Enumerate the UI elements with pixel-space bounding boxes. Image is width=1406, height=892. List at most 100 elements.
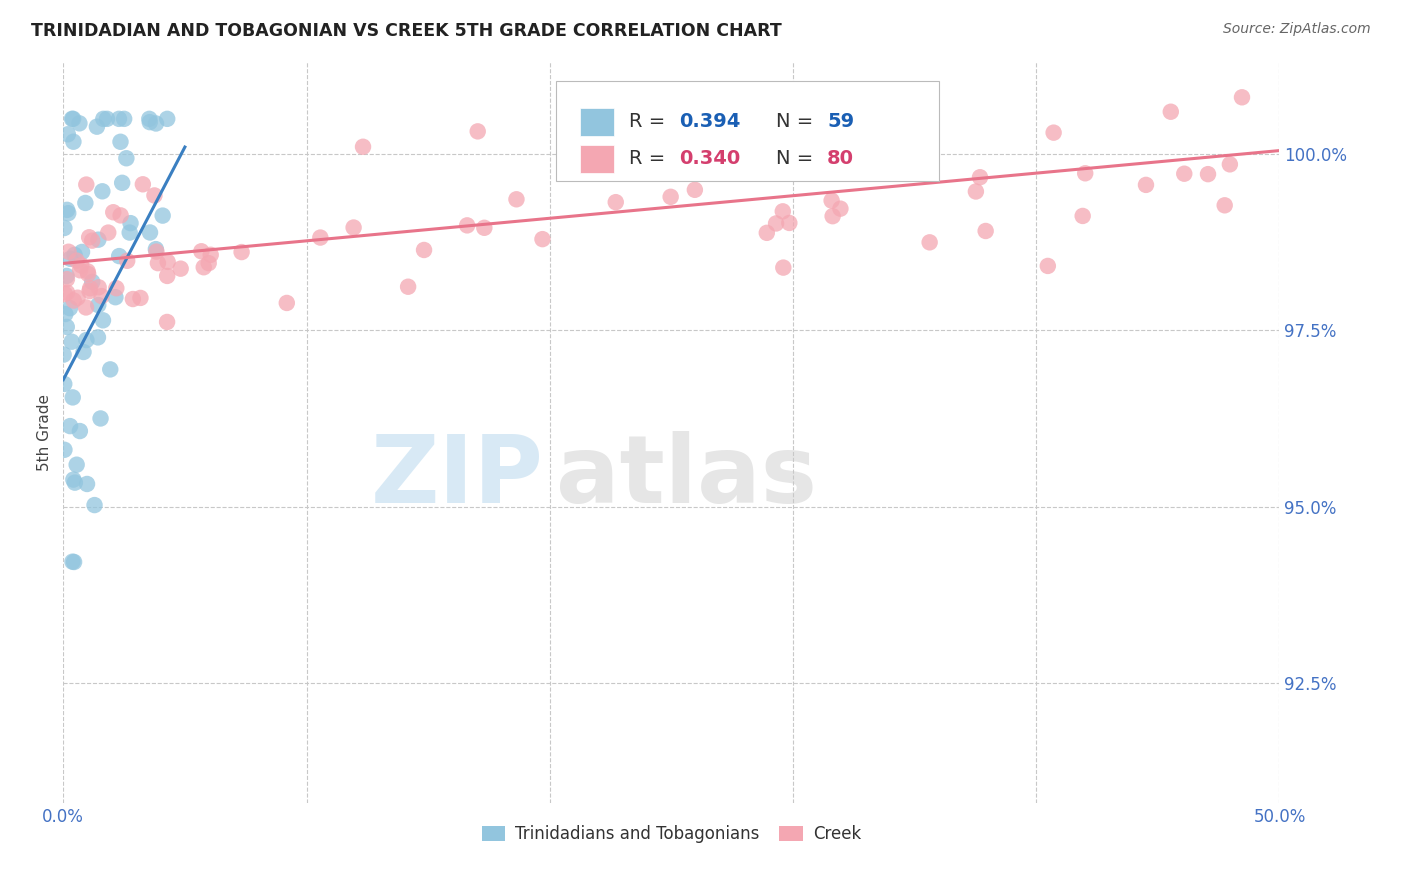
Point [309, 230, 332, 244]
Point [132, 178, 155, 192]
Point [70, 244, 93, 259]
Point [472, 220, 495, 235]
Point [139, 115, 162, 129]
Point [82, 234, 104, 248]
Point [59, 419, 82, 434]
Point [505, 192, 527, 206]
Point [56, 202, 79, 217]
Point [115, 151, 138, 165]
Point [79, 281, 101, 295]
Point [53, 307, 76, 321]
Point [105, 281, 128, 295]
Text: ZIP: ZIP [371, 431, 544, 523]
Point [820, 194, 842, 208]
Point [62, 555, 84, 569]
Point [396, 279, 419, 293]
Point [93, 112, 115, 126]
Point [110, 208, 132, 222]
Point [56, 285, 79, 300]
Point [456, 219, 478, 233]
Point [342, 220, 364, 235]
Text: R =: R = [628, 149, 671, 169]
Point [53, 221, 76, 235]
Point [53, 442, 76, 457]
Point [749, 137, 772, 152]
Point [772, 260, 794, 275]
Point [58, 244, 80, 259]
Legend: Trinidadians and Tobagonians, Creek: Trinidadians and Tobagonians, Creek [475, 819, 868, 850]
Point [58, 206, 80, 220]
Text: 0.394: 0.394 [679, 112, 740, 131]
Point [60, 334, 83, 349]
Point [59, 301, 82, 315]
Point [352, 140, 374, 154]
Point [67, 116, 90, 130]
Point [659, 190, 682, 204]
Point [605, 195, 627, 210]
Point [190, 244, 212, 259]
Point [75, 301, 97, 315]
Text: TRINIDADIAN AND TOBAGONIAN VS CREEK 5TH GRADE CORRELATION CHART: TRINIDADIAN AND TOBAGONIAN VS CREEK 5TH … [31, 22, 782, 40]
Point [1074, 166, 1097, 180]
Point [79, 284, 101, 298]
Point [62, 293, 84, 308]
Point [77, 267, 100, 281]
Bar [581, 145, 614, 173]
Point [76, 264, 98, 278]
Point [145, 242, 167, 256]
Point [146, 256, 169, 270]
Point [120, 216, 142, 230]
Point [765, 217, 787, 231]
Text: N =: N = [776, 149, 820, 169]
Point [1173, 167, 1195, 181]
Point [53, 376, 76, 391]
Point [112, 112, 135, 126]
Bar [581, 108, 614, 136]
Point [830, 202, 852, 216]
Point [55, 319, 77, 334]
Point [56, 272, 79, 286]
Point [90, 289, 112, 303]
Point [1071, 209, 1094, 223]
Point [156, 255, 179, 269]
Point [75, 333, 97, 347]
Point [683, 183, 706, 197]
Point [72, 345, 94, 359]
Point [62, 391, 84, 405]
Text: R =: R = [628, 112, 671, 131]
Point [86, 120, 108, 134]
Point [974, 224, 997, 238]
Point [62, 473, 84, 487]
Y-axis label: 5th Grade: 5th Grade [37, 394, 52, 471]
Point [821, 209, 844, 223]
Point [139, 226, 162, 240]
Point [87, 330, 110, 344]
Point [231, 245, 253, 260]
Point [122, 292, 145, 306]
Point [761, 120, 783, 135]
Point [97, 226, 120, 240]
Point [129, 291, 152, 305]
Point [69, 263, 91, 277]
Point [83, 498, 105, 512]
Point [62, 112, 84, 126]
Point [145, 116, 167, 130]
Text: 59: 59 [827, 112, 855, 131]
Point [87, 298, 110, 312]
Point [66, 291, 89, 305]
Point [965, 185, 987, 199]
Point [91, 313, 114, 327]
Point [104, 290, 127, 304]
Point [87, 280, 110, 294]
Point [103, 205, 125, 219]
Point [108, 112, 131, 126]
Point [156, 315, 179, 329]
Text: atlas: atlas [555, 431, 817, 523]
Point [59, 252, 82, 266]
Point [169, 261, 191, 276]
Point [75, 178, 97, 192]
Point [1042, 126, 1064, 140]
Point [90, 411, 112, 425]
Point [413, 243, 436, 257]
Point [75, 196, 97, 211]
